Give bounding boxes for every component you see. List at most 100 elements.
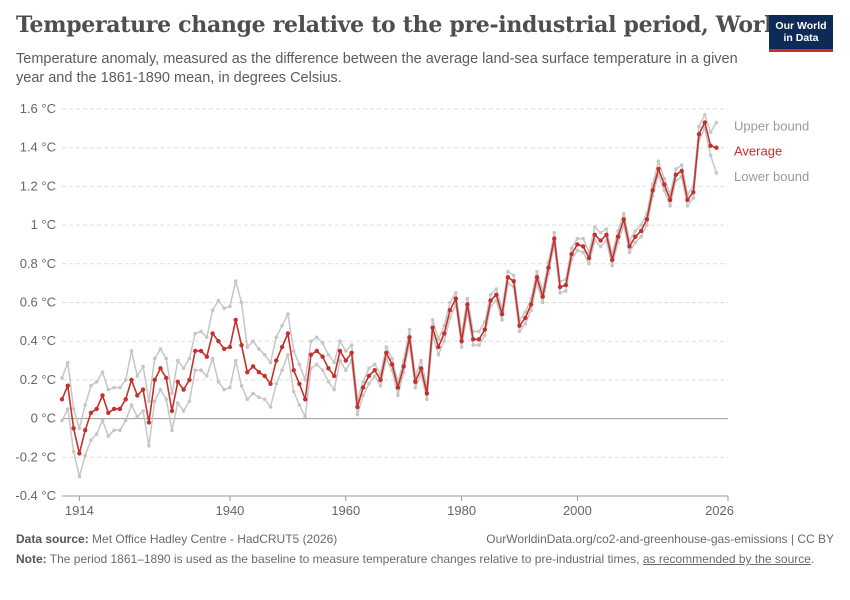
- x-tick-label: 1940: [215, 503, 244, 518]
- note-link[interactable]: as recommended by the source: [642, 552, 811, 566]
- lower-bound-line[interactable]: [61, 127, 718, 478]
- average-point: [592, 232, 597, 237]
- upper-bound-point: [60, 376, 64, 380]
- lower-bound-point: [193, 368, 197, 373]
- lower-bound-point: [199, 368, 203, 373]
- upper-bound-point: [488, 293, 493, 297]
- average-point: [204, 354, 209, 359]
- upper-bound-point: [656, 159, 661, 163]
- average-line[interactable]: [61, 121, 717, 455]
- upper-bound-point: [181, 366, 186, 371]
- x-tick-label: 2000: [563, 503, 592, 518]
- upper-bound-point: [100, 370, 105, 375]
- lower-bound-point: [216, 380, 221, 384]
- average-point: [482, 327, 487, 332]
- lower-bound-point: [459, 345, 464, 349]
- lower-bound-point: [338, 358, 342, 363]
- upper-bound-point: [257, 347, 261, 351]
- average-point: [198, 348, 204, 354]
- average-point: [372, 368, 377, 373]
- lower-bound-point: [610, 263, 614, 268]
- note: Note: The period 1861–1890 is used as th…: [16, 552, 834, 567]
- upper-bound-point: [598, 231, 603, 235]
- source-url-link[interactable]: OurWorldinData.org/co2-and-greenhouse-ga…: [486, 532, 834, 546]
- lower-bound-point: [320, 368, 325, 373]
- average-point: [679, 168, 684, 174]
- upper-bound-point: [170, 391, 174, 396]
- owid-logo[interactable]: Our World in Data: [769, 15, 833, 52]
- upper-bound-point: [506, 269, 510, 274]
- average-point: [563, 282, 568, 288]
- upper-bound-point: [71, 407, 76, 411]
- lower-bound-point: [425, 397, 429, 402]
- average-legend-label[interactable]: Average: [734, 144, 782, 159]
- upper-bound-point: [344, 349, 348, 353]
- average-point: [169, 408, 175, 414]
- lower-bound-point: [205, 374, 209, 378]
- average-point: [638, 228, 644, 234]
- average-point: [552, 236, 557, 241]
- lower-bound-point: [222, 387, 226, 392]
- lower-bound-point: [483, 333, 487, 338]
- lower-bound-point: [639, 234, 643, 239]
- average-point: [546, 265, 551, 270]
- average-point: [598, 238, 603, 243]
- y-tick-label: 0.4 °C: [20, 333, 56, 348]
- lower-bound-point: [500, 318, 504, 322]
- average-point: [262, 373, 267, 379]
- average-point: [615, 234, 621, 239]
- average-point: [378, 377, 383, 383]
- average-point: [256, 370, 262, 375]
- x-tick-label: 2026: [705, 503, 734, 518]
- upper-bound-line[interactable]: [61, 114, 718, 430]
- upper-bound-point: [297, 362, 302, 367]
- average-point: [505, 275, 511, 280]
- lower-bound-point: [517, 329, 522, 334]
- lower-bound-point: [708, 153, 713, 158]
- upper-bound-point: [511, 273, 516, 278]
- data-source-label: Data source:: [16, 532, 89, 546]
- average-point: [88, 410, 94, 415]
- average-point: [222, 346, 227, 352]
- lower-bound-point: [668, 204, 672, 208]
- average-point: [384, 350, 389, 355]
- average-point: [401, 364, 406, 369]
- lower-bound-point: [176, 401, 180, 405]
- lower-bound-point: [135, 414, 140, 419]
- upper-bound-point: [147, 399, 151, 404]
- lower-bound-point: [436, 352, 441, 357]
- average-point: [581, 244, 586, 249]
- lower-bound-point: [71, 449, 76, 454]
- average-point: [111, 406, 117, 412]
- lower-bound-point: [361, 393, 365, 398]
- lower-bound-point: [147, 443, 151, 448]
- lower-bound-point: [187, 399, 192, 404]
- average-point: [586, 255, 592, 261]
- y-tick-label: -0.4 °C: [15, 488, 56, 503]
- lower-bound-point: [564, 289, 568, 293]
- average-point: [575, 242, 580, 247]
- average-point: [511, 279, 516, 284]
- y-tick-label: 0.8 °C: [20, 256, 56, 271]
- lower-bound-point: [210, 356, 215, 361]
- lower-bound-legend-label[interactable]: Lower bound: [734, 169, 809, 184]
- average-point: [488, 298, 493, 303]
- average-point: [691, 190, 696, 195]
- lower-bound-point: [280, 368, 284, 373]
- upper-bound-legend-label[interactable]: Upper bound: [734, 118, 809, 133]
- lower-bound-point: [315, 362, 319, 367]
- upper-bound-point: [674, 167, 678, 171]
- average-point: [523, 315, 528, 321]
- lower-bound-point: [558, 291, 562, 295]
- average-point: [65, 383, 71, 388]
- average-point: [181, 387, 186, 392]
- upper-bound-point: [118, 385, 122, 390]
- average-point: [413, 379, 418, 384]
- average-point: [465, 302, 470, 307]
- upper-bound-point: [315, 335, 319, 340]
- average-point: [459, 339, 464, 344]
- upper-bound-point: [320, 341, 325, 345]
- average-point: [320, 354, 325, 359]
- upper-bound-point: [430, 318, 435, 322]
- average-point: [59, 397, 65, 402]
